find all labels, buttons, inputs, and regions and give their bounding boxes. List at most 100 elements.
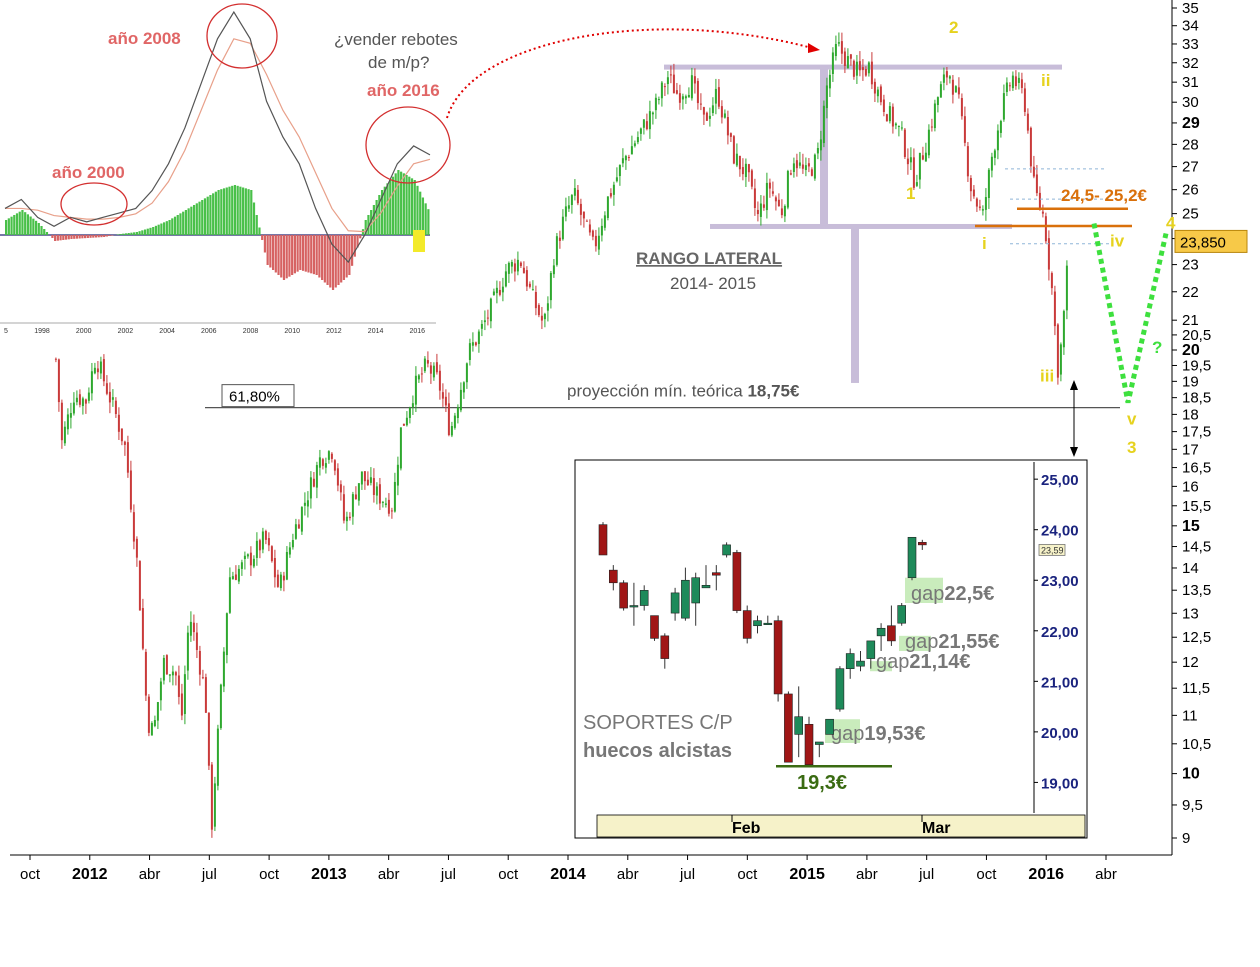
price-candle-body [342,494,345,521]
price-candle-body [741,167,744,175]
histogram-bar [127,233,130,235]
histogram-bar [190,206,193,235]
histogram-bar [176,215,179,235]
histogram-bar [331,235,335,290]
price-candle-body [528,283,531,287]
price-candle-body [702,107,705,115]
price-candle-body [330,453,333,459]
histogram-bar [135,232,138,235]
price-candle-body [993,150,996,158]
price-candle-body [231,576,234,580]
price-candle-body [207,712,210,766]
price-candle-body [597,235,600,250]
histogram-bar [424,203,427,235]
histogram-bar [89,235,92,238]
price-candle-body [558,237,561,241]
y-tick-label: 17 [1182,441,1199,458]
long-term-x-tick: 2004 [159,328,175,335]
y-tick-label: 26 [1182,182,1199,199]
price-candle-body [183,674,186,715]
price-candle-body [357,483,360,501]
price-candle-body [474,342,477,346]
price-candle-body [486,317,489,319]
price-candle-body [972,189,975,197]
price-candle-body [390,510,393,512]
price-candle-body [987,169,990,199]
histogram-bar [43,229,46,235]
histogram-bar [261,235,264,240]
price-candle-body [873,81,876,94]
x-tick-label: 2015 [789,866,825,883]
price-candle-body [258,540,261,551]
range-title: RANGO LATERAL [636,249,782,268]
price-candle-body [648,111,651,130]
histogram-bar [301,235,305,271]
daily-candle-body [876,627,886,637]
daily-candle-body [804,723,814,766]
price-candle-body [846,56,849,69]
x-tick-label: abr [1095,866,1117,883]
histogram-bar [315,235,318,275]
histogram-bar [288,235,291,277]
price-candle-body [678,93,681,103]
x-tick-label: 2012 [72,866,108,883]
price-candle-body [372,478,375,495]
price-candle-body [345,516,348,522]
gap-box [899,635,931,652]
price-candle-body [693,76,696,84]
price-candle-body [1056,324,1059,378]
price-candle-body [888,106,891,122]
histogram-bar [397,170,400,235]
histogram-bar [269,235,272,268]
gap-box [905,577,943,603]
histogram-bar [416,185,419,235]
price-candle-body [81,398,84,407]
price-candle-body [111,397,114,400]
histogram-bar [54,235,57,241]
histogram-bar [225,187,228,235]
price-candle-body [255,540,258,558]
y-tick-label: 16,5 [1182,460,1211,477]
price-candle-body [294,524,297,539]
price-candle-body [819,139,822,151]
price-candle-body [354,494,357,500]
price-candle-body [222,651,225,687]
price-candle-body [435,362,438,373]
histogram-bar [386,183,389,235]
price-candle-body [459,389,462,411]
price-candle-body [876,89,879,97]
gap-value: 22,5€ [944,583,994,605]
histogram-bar [64,235,68,240]
fib-label-box [221,384,295,408]
price-candle-body [1062,311,1065,348]
price-candle-body [141,608,144,649]
histogram-bar [119,234,122,235]
price-candle-body [939,84,942,98]
histogram-bar [168,220,171,235]
label-2016: año 2016 [367,81,440,100]
gap-label: gap21,14€ [876,651,971,673]
price-candle-body [495,287,498,294]
price-candle-body [588,224,591,233]
wave-label-ii: ii [1041,71,1050,90]
price-candle-body [837,42,840,44]
histogram-bar [329,235,332,288]
price-candle-body [54,358,57,360]
price-candle-body [336,468,339,486]
last-price-value: 23,850 [1180,234,1226,251]
price-candle-body [747,164,750,173]
price-candle-body [783,205,786,217]
price-candle-body [273,558,276,578]
daily-candle-body [866,640,876,659]
resistance-zone: 24,5- 25,2€ [975,168,1148,245]
histogram-bar [231,185,234,235]
price-candle-body [165,655,168,675]
daily-candle-body [825,718,834,735]
histogram-bar [75,235,79,239]
price-candle-body [504,271,507,287]
wave-label-i: i [982,234,987,253]
price-candle-body [654,97,657,111]
price-candle-body [441,392,444,399]
histogram-bar [59,235,62,241]
histogram-bar [122,233,125,235]
